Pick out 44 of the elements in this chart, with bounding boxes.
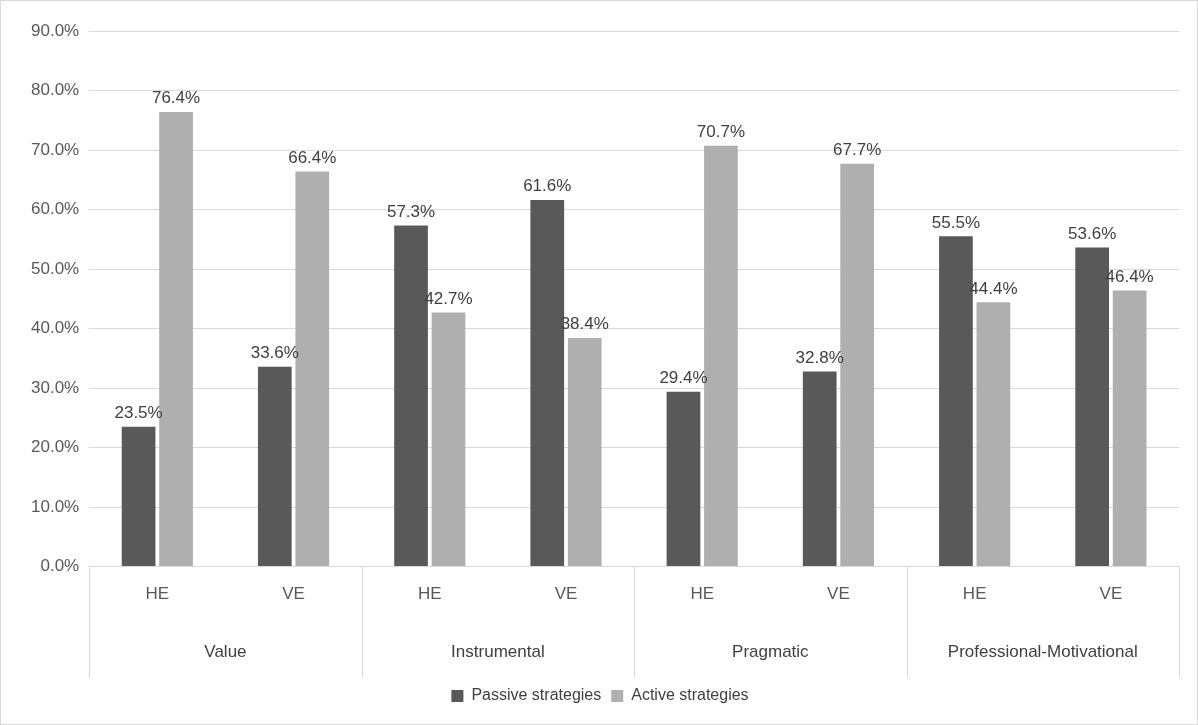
y-tick-label: 0.0% xyxy=(40,556,80,576)
data-label: 23.5% xyxy=(114,402,163,422)
y-tick-label: 10.0% xyxy=(31,496,80,516)
bar xyxy=(976,302,1011,567)
y-tick-label: 40.0% xyxy=(31,318,80,338)
text: Instrumental xyxy=(451,642,545,662)
y-tick-label: 60.0% xyxy=(31,199,80,219)
bar xyxy=(802,371,837,567)
bar xyxy=(431,312,466,567)
data-label: 53.6% xyxy=(1068,223,1117,243)
text: Professional-Motivational xyxy=(947,642,1138,662)
data-label: 57.3% xyxy=(386,201,436,221)
x-tick-label: VE xyxy=(554,584,578,604)
x-tick-label: HE xyxy=(962,584,987,604)
text: Pragmatic xyxy=(732,642,810,662)
data-label: 66.4% xyxy=(288,147,337,167)
x-tick-label: HE xyxy=(690,584,715,604)
x-tick-label: VE xyxy=(1099,584,1123,604)
x-tick-label: HE xyxy=(417,584,442,604)
y-tick-label: 90.0% xyxy=(31,20,80,40)
x-tick-label: VE xyxy=(827,584,850,604)
x-tick-label: VE xyxy=(282,584,305,604)
bar xyxy=(257,366,292,567)
bar xyxy=(567,338,602,567)
legend-label: Active strategies xyxy=(631,686,749,704)
data-label: 61.6% xyxy=(523,176,572,196)
bar xyxy=(666,391,701,567)
x-tick-label: HE xyxy=(145,584,170,604)
bar xyxy=(121,426,156,567)
y-tick-label: 20.0% xyxy=(31,437,80,457)
data-label: 55.5% xyxy=(931,212,981,232)
data-label: 70.7% xyxy=(696,122,746,142)
bar xyxy=(1112,290,1147,567)
legend-label: Passive strategies xyxy=(471,686,602,704)
y-tick-label: 30.0% xyxy=(31,377,80,397)
data-label: 32.8% xyxy=(795,347,844,367)
data-label: 33.6% xyxy=(250,342,299,362)
y-tick-label: 50.0% xyxy=(31,258,80,278)
data-label: 29.4% xyxy=(659,367,708,387)
y-tick-label: 70.0% xyxy=(31,139,80,159)
data-label: 76.4% xyxy=(151,88,201,108)
text: Value xyxy=(204,642,247,662)
y-tick-label: 80.0% xyxy=(31,80,80,100)
data-label: 67.7% xyxy=(833,139,882,159)
